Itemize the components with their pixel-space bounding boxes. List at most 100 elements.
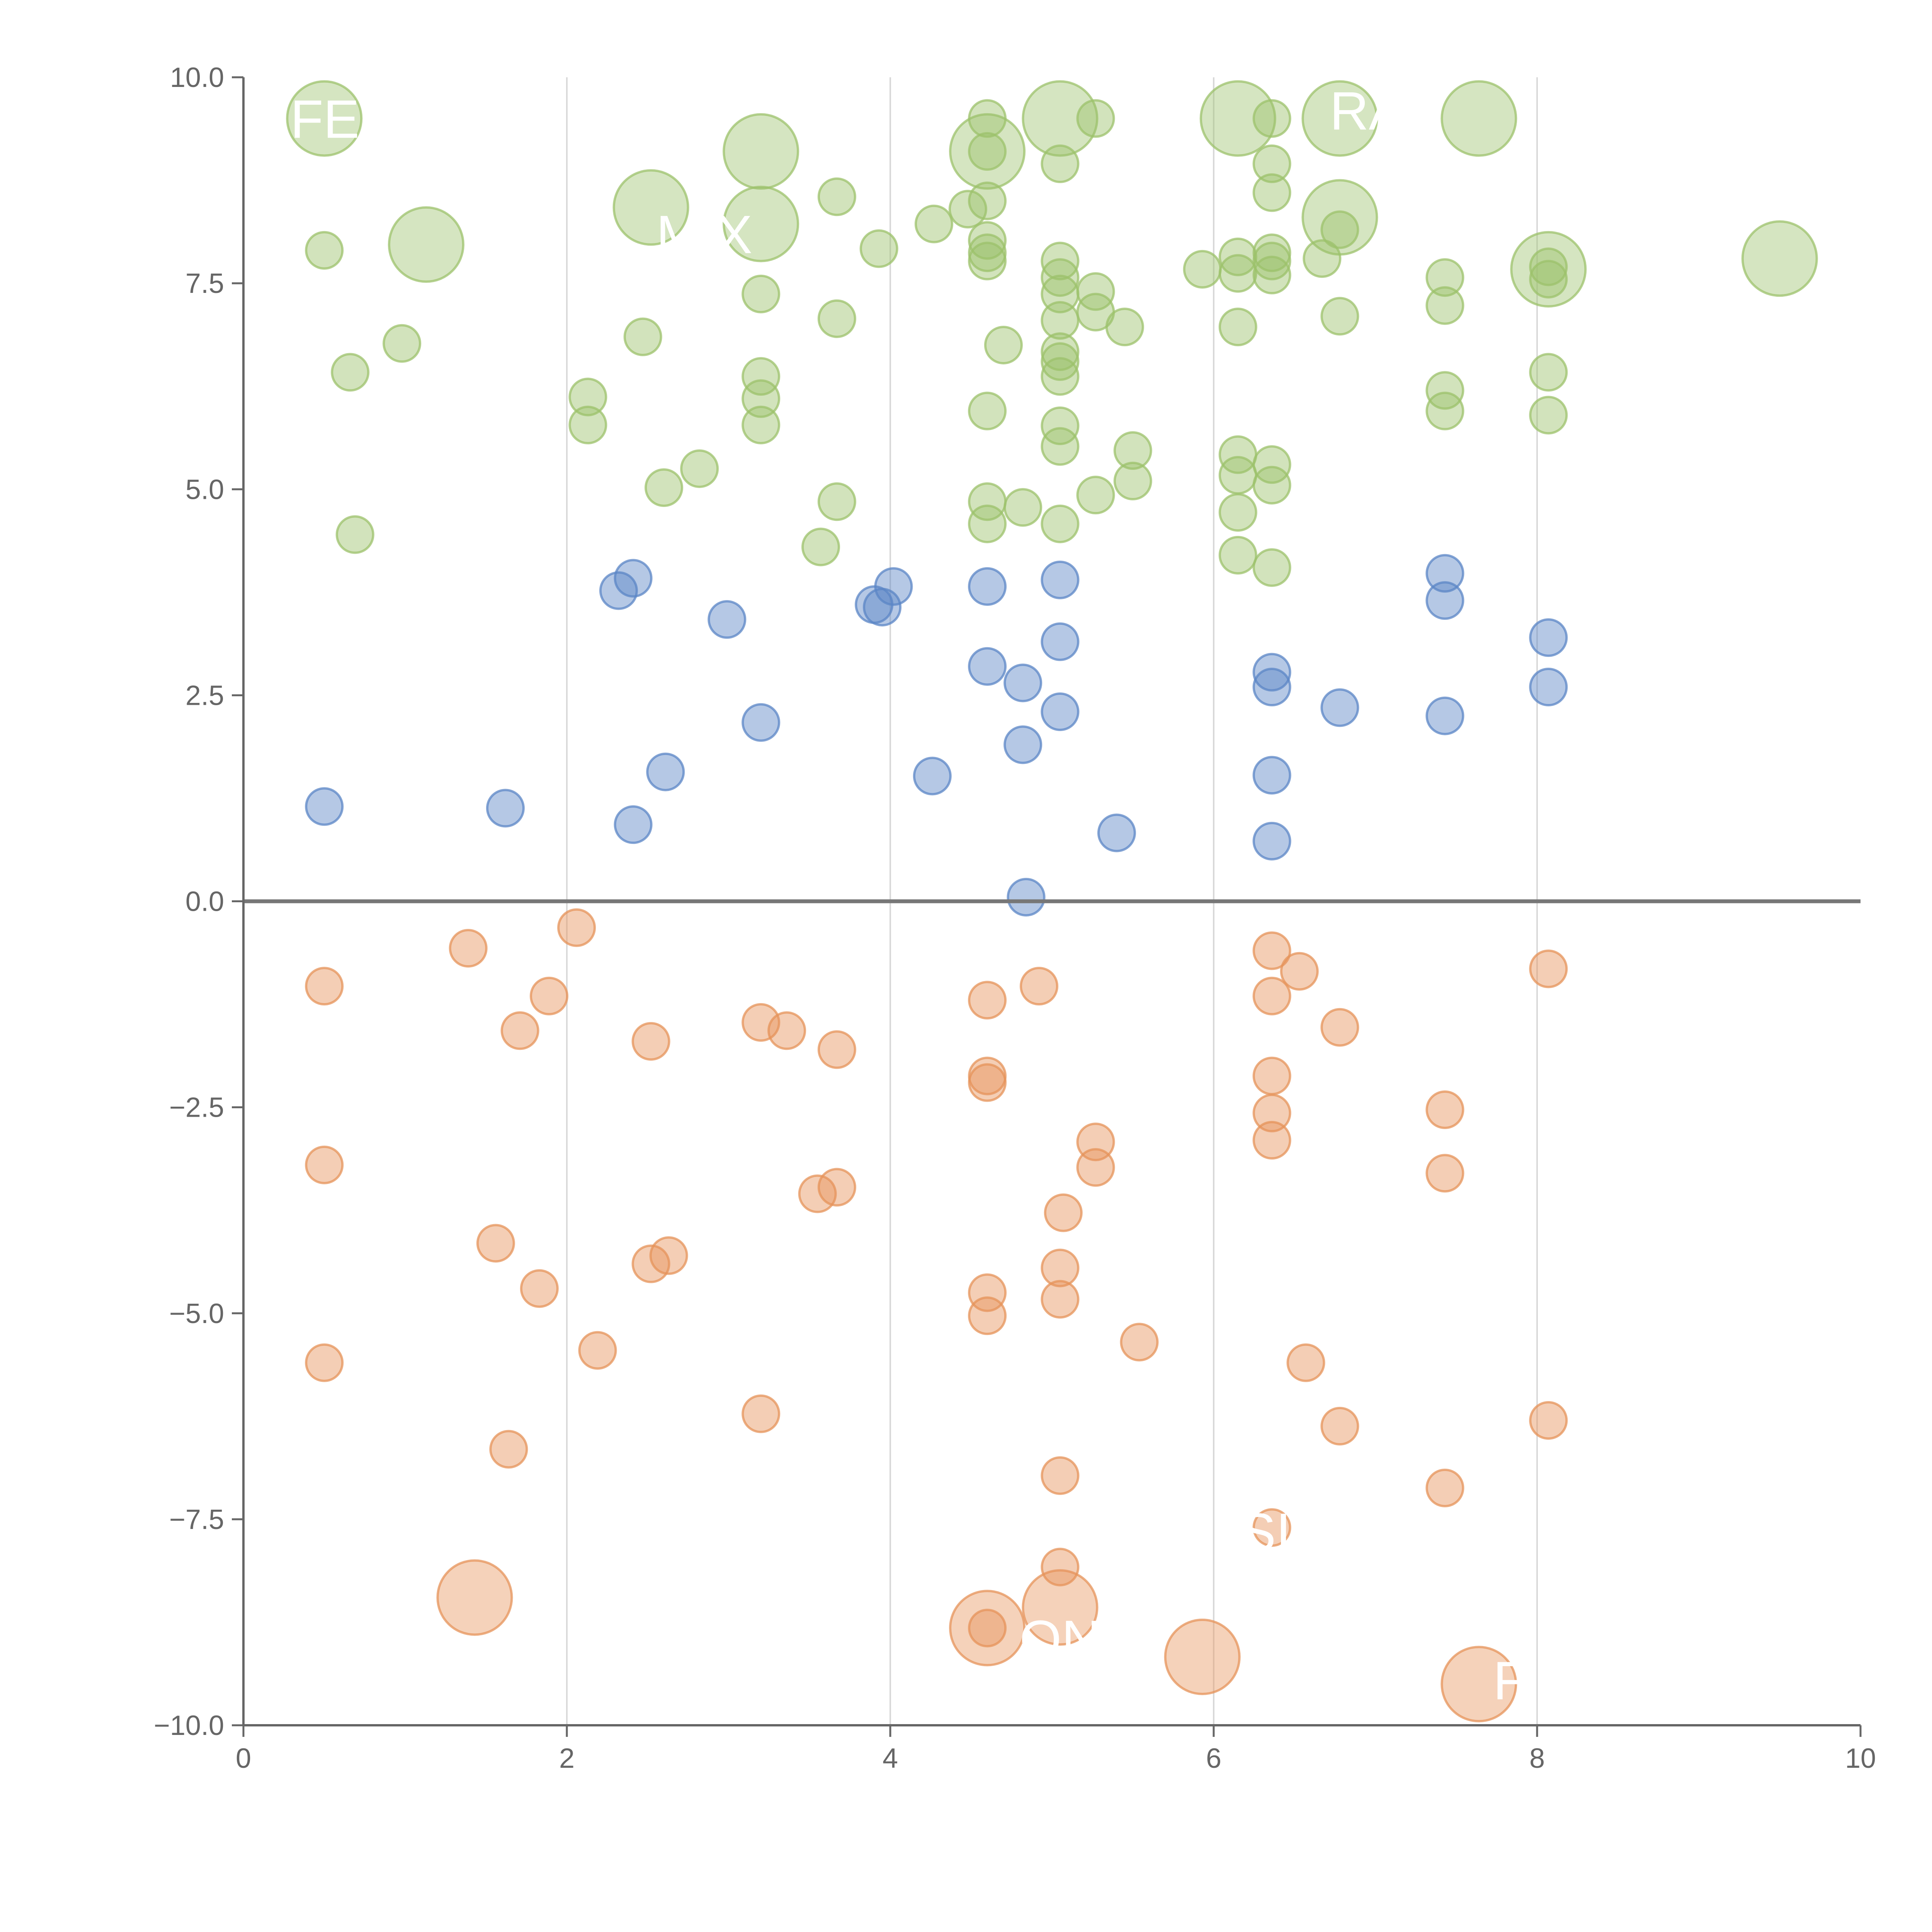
bubble-positive_high-78 — [1252, 548, 1291, 587]
point-labels: FEI MIX RA SI ON F — [290, 80, 1526, 1711]
bubble-negative-27 — [968, 1063, 1007, 1102]
bubble-positive_high-36 — [968, 221, 1007, 260]
bubble-negative-29 — [968, 1296, 1007, 1335]
bubble-positive_high-59 — [1105, 308, 1144, 347]
y-tick-label: 5.0 — [185, 474, 224, 505]
bubble-negative-42 — [1252, 1056, 1291, 1095]
bubble-positive_low-9 — [863, 588, 902, 627]
bubble-positive_high-32 — [948, 190, 987, 229]
axes: 0 2 4 6 8 10 10.0 7.5 5.0 2.5 0.0 −2.5 −5.0 −7.5 −10.0 — [154, 62, 1876, 1774]
bubble-negative-9 — [476, 1224, 515, 1263]
bubble-positive_high-29 — [817, 482, 856, 521]
bubble-negative-48 — [1320, 1008, 1359, 1047]
bubble-positive_high-51 — [1041, 357, 1080, 396]
bubble-negative-2 — [1022, 1569, 1099, 1646]
bubble-positive_low-30 — [1529, 668, 1568, 707]
point-label-4: ON — [1019, 1609, 1100, 1670]
bubble-positive_high-61 — [1113, 461, 1152, 500]
bubble-positive_high-70 — [1252, 99, 1291, 138]
bubble-positive_high-8 — [1301, 80, 1378, 157]
bubble-negative-23 — [817, 1030, 856, 1069]
bubble-negative-47 — [1286, 1343, 1325, 1382]
bubble-negative-51 — [1425, 1154, 1464, 1193]
y-tick-label: −2.5 — [169, 1092, 224, 1123]
bubble-positive_high-19 — [623, 317, 662, 356]
bubble-positive_high-4 — [723, 185, 799, 262]
bubble-positive_high-74 — [1252, 242, 1291, 281]
bubble-positive_high-3 — [723, 113, 799, 190]
bubble-positive_high-28 — [817, 299, 856, 338]
y-tick-label: −7.5 — [169, 1504, 224, 1535]
bubble-positive_high-82 — [1425, 258, 1464, 297]
y-tick-label: −5.0 — [169, 1298, 224, 1329]
bubble-negative-11 — [500, 1011, 539, 1050]
bubble-positive_high-50 — [1041, 342, 1080, 381]
bubble-positive_high-64 — [1218, 254, 1257, 293]
bubble-positive_high-6 — [1022, 80, 1099, 157]
bubble-positive_high-72 — [1252, 173, 1291, 212]
bubble-negative-25 — [968, 981, 1007, 1020]
bubble-positive_high-43 — [1003, 488, 1043, 527]
bubble-negative-24 — [817, 1168, 856, 1207]
y-tick-label: 0.0 — [185, 886, 224, 917]
bubble-negative-33 — [1041, 1280, 1080, 1319]
bubble-positive_high-33 — [968, 99, 1007, 138]
bubble-positive_low-7 — [742, 703, 781, 742]
bubble-positive_high-60 — [1113, 431, 1152, 470]
bubble-negative-39 — [1120, 1323, 1159, 1362]
bubble-negative-35 — [1041, 1548, 1080, 1587]
y-tick-label: 2.5 — [185, 680, 224, 711]
bubble-positive_low-0 — [305, 787, 344, 826]
bubble-negative-49 — [1320, 1406, 1359, 1446]
bubble-positive_low-24 — [1252, 821, 1291, 861]
bubble-negative-28 — [968, 1273, 1007, 1312]
point-label-3: SI — [1240, 1502, 1291, 1563]
bubble-positive_high-39 — [968, 391, 1007, 430]
bubble-positive_low-6 — [707, 600, 747, 639]
x-tick-label: 10 — [1845, 1743, 1876, 1774]
bubble-negative-32 — [1041, 1248, 1080, 1287]
bubble-negative-50 — [1425, 1090, 1464, 1129]
bubble-positive_low-10 — [874, 567, 913, 606]
bubble-positive_low-22 — [1252, 668, 1291, 707]
bubble-positive_high-79 — [1303, 239, 1342, 278]
bubble-positive_high-18 — [568, 405, 607, 444]
bubble-positive_high-22 — [742, 274, 781, 313]
bubble-positive_low-11 — [913, 757, 952, 796]
bubble-negative-46 — [1280, 952, 1319, 991]
bubble-positive_high-23 — [742, 357, 781, 396]
bubble-positive_high-63 — [1218, 237, 1257, 276]
point-label-2: RA — [1330, 80, 1405, 141]
bubble-positive_high-25 — [742, 405, 781, 444]
bubble-positive_high-65 — [1218, 308, 1257, 347]
bubble-negative-21 — [767, 1011, 806, 1050]
bubble-positive_high-38 — [968, 242, 1007, 281]
bubble-negative-38 — [1076, 1148, 1115, 1187]
bubble-positive_high-2 — [612, 169, 689, 246]
x-tick-label: 2 — [559, 1743, 575, 1774]
bubble-positive_high-71 — [1252, 144, 1291, 183]
bubble-positive_high-54 — [1041, 504, 1080, 543]
bubble-positive_high-68 — [1218, 493, 1257, 532]
bubble-positive_high-12 — [1741, 220, 1818, 297]
bubble-negative-43 — [1252, 1094, 1291, 1133]
bubble-positive_high-75 — [1252, 255, 1291, 294]
bubble-negative-18 — [649, 1236, 688, 1275]
bubble-negative-3 — [1164, 1619, 1241, 1696]
bubble-positive_low-15 — [1003, 725, 1043, 764]
bubble-positive_low-20 — [1097, 813, 1136, 852]
bubble-positive_high-56 — [1076, 272, 1115, 311]
bubble-positive_high-11 — [1510, 231, 1587, 308]
bubble-positive_high-17 — [568, 378, 607, 417]
bubble-negative-5 — [305, 967, 344, 1006]
bubble-positive_low-17 — [1041, 560, 1080, 599]
bubble-positive_high-1 — [388, 206, 464, 283]
bubble-positive_high-27 — [817, 177, 856, 216]
bubble-negative-6 — [305, 1145, 344, 1184]
bubble-negative-53 — [1529, 949, 1568, 988]
bubble-negative-12 — [520, 1269, 559, 1308]
bubble-positive_high-7 — [1199, 80, 1276, 157]
point-label-0: FEI — [290, 89, 374, 150]
bubble-positive_high-76 — [1252, 445, 1291, 484]
